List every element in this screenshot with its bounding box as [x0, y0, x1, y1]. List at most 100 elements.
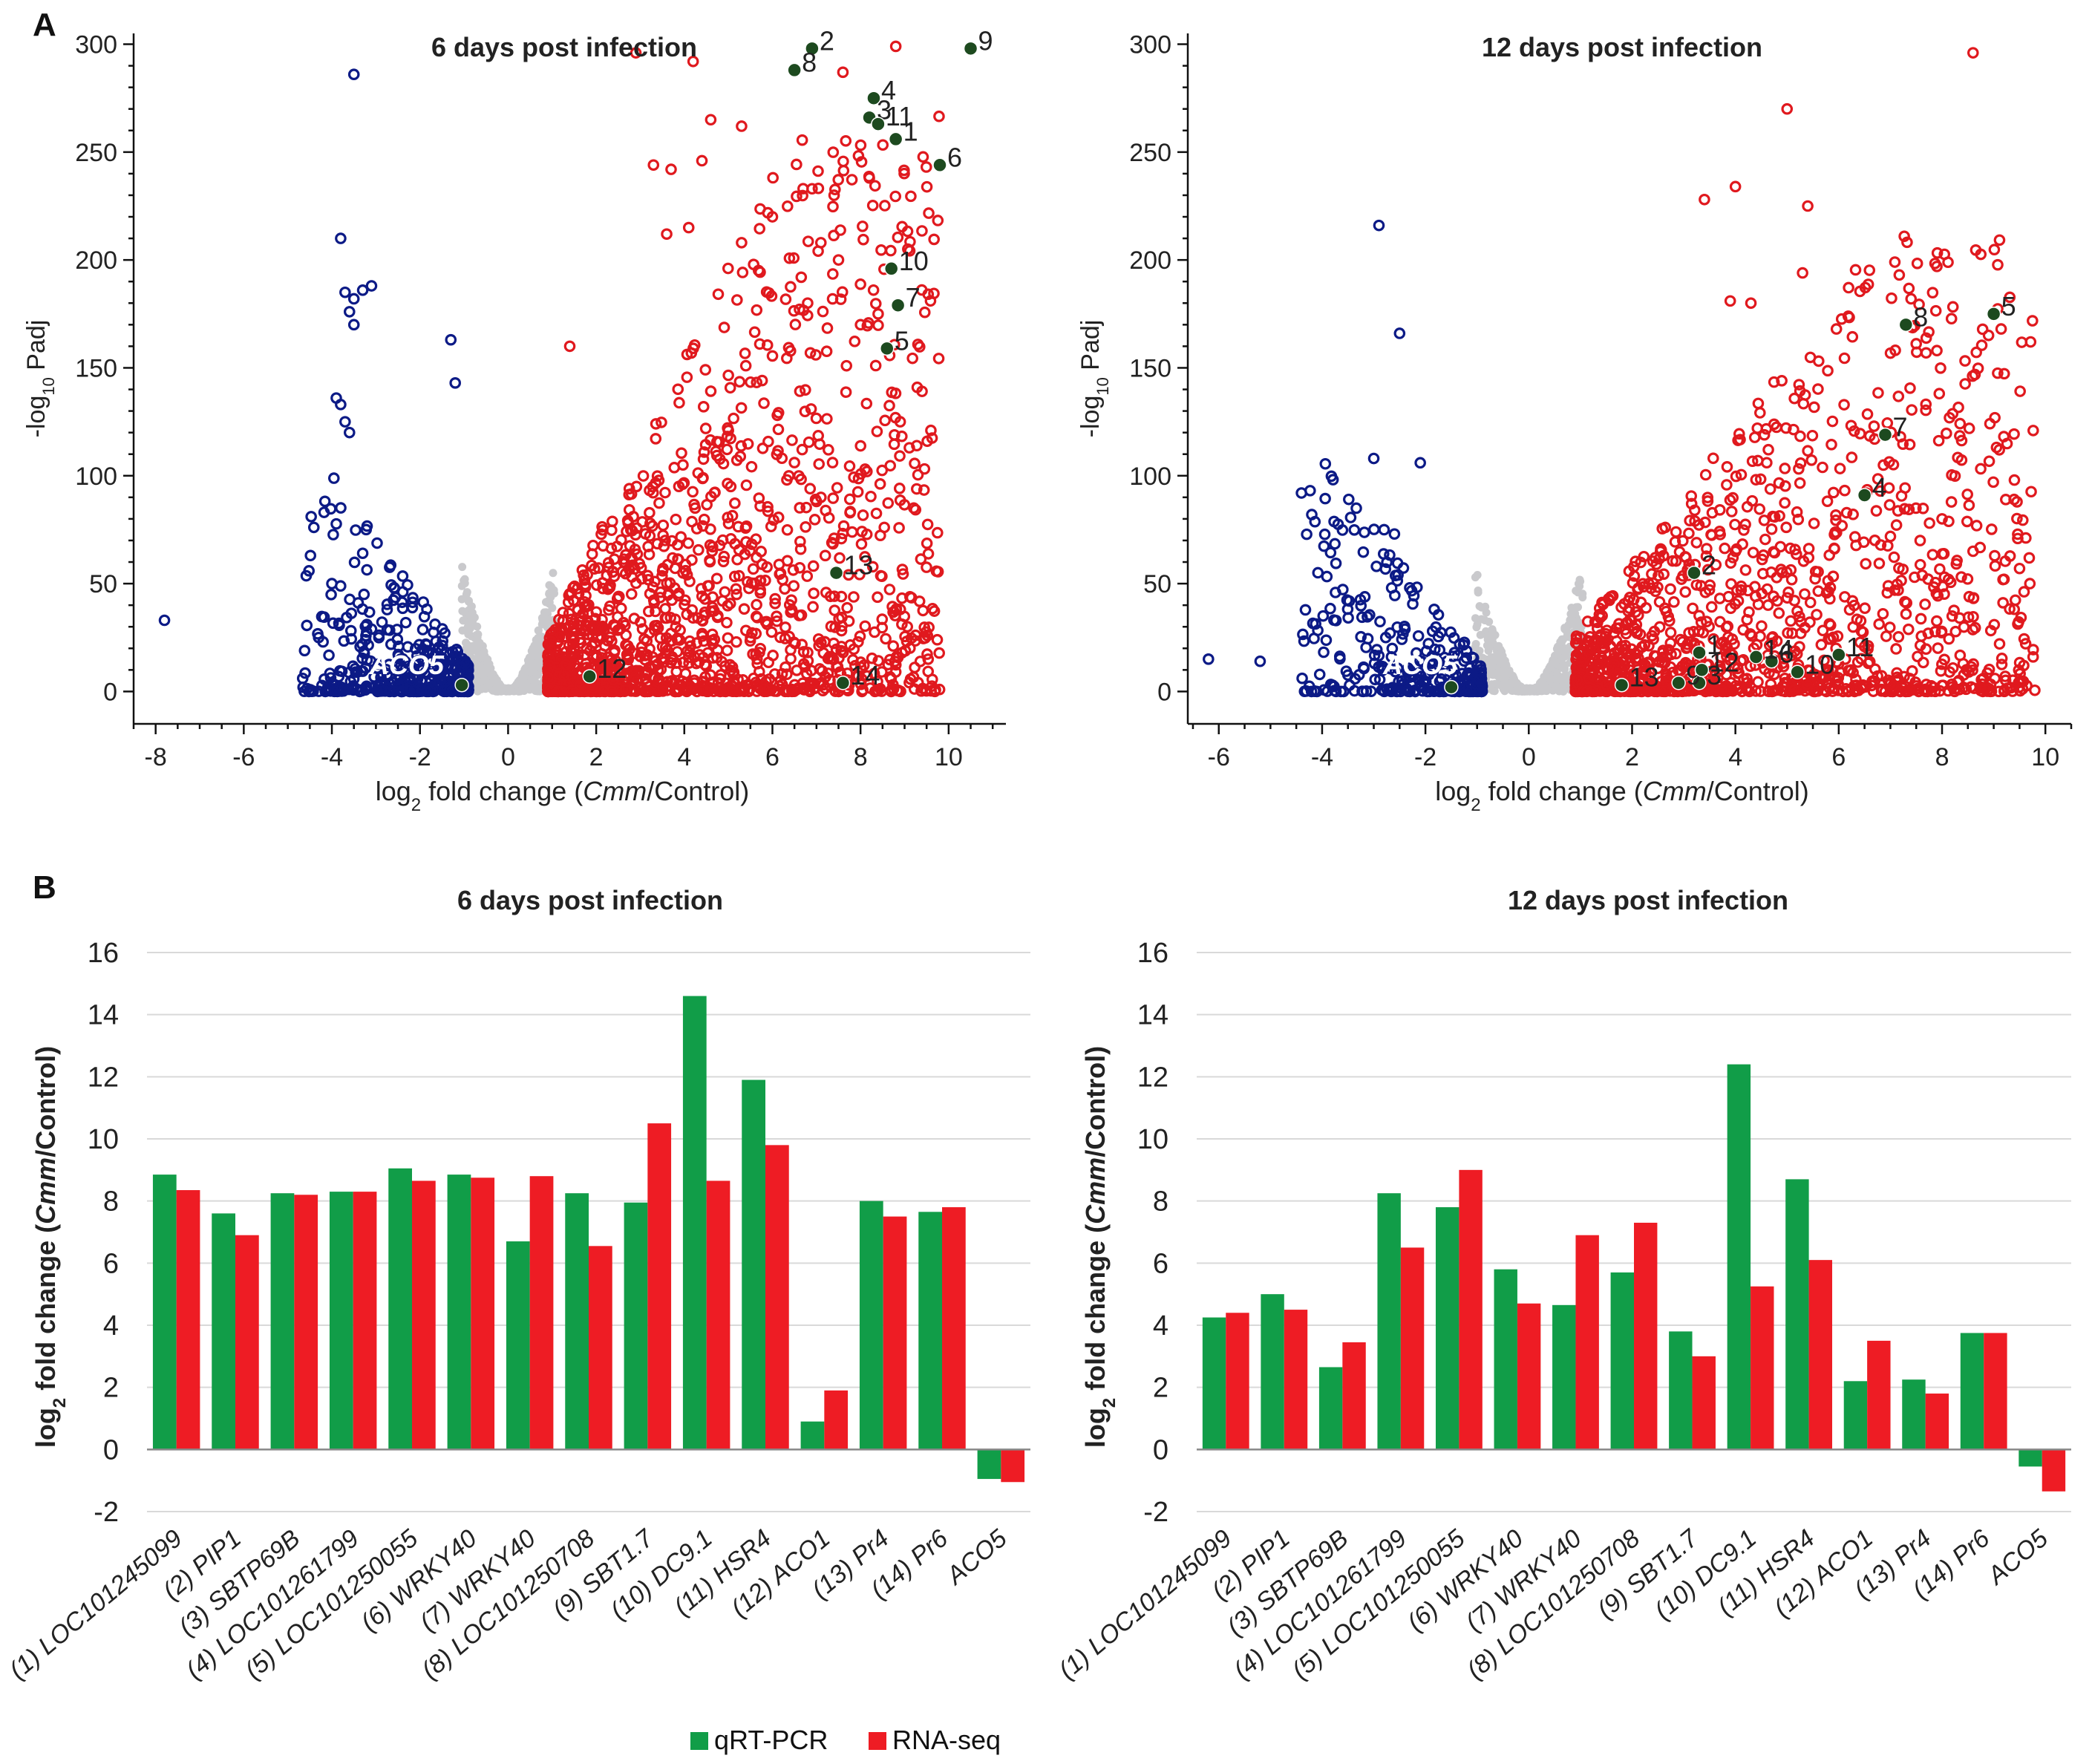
- up-point: [700, 660, 713, 672]
- up-point: [814, 663, 826, 675]
- up-point: [699, 364, 712, 376]
- ns-point: [1553, 642, 1562, 651]
- highlight-label: 5: [2001, 291, 2016, 321]
- ns-point: [1546, 662, 1555, 670]
- up-point: [843, 569, 854, 581]
- up-point: [829, 183, 841, 196]
- up-point: [860, 397, 873, 410]
- x-tick-label: 4: [1728, 743, 1742, 771]
- up-point: [745, 376, 756, 388]
- y-tick-label: 14: [88, 1000, 119, 1031]
- up-point: [754, 647, 765, 659]
- highlight-point: [787, 62, 802, 78]
- down-point: [381, 624, 393, 636]
- up-point: [705, 385, 717, 397]
- bar: [824, 1390, 849, 1450]
- down-point: [356, 547, 369, 560]
- up-point: [745, 538, 758, 550]
- up-point: [768, 514, 779, 526]
- down-point: [330, 517, 342, 530]
- highlight-point: [866, 91, 881, 105]
- panel-label-b: B: [33, 869, 56, 906]
- y-tick-label: 250: [1129, 139, 1171, 167]
- up-point: [884, 460, 897, 472]
- up-point: [854, 656, 867, 668]
- ns-point: [518, 682, 527, 690]
- up-point: [772, 423, 785, 436]
- up-point: [805, 403, 817, 415]
- up-point: [605, 542, 618, 555]
- down-point: [335, 502, 347, 514]
- down-point: [299, 667, 311, 679]
- bar: [565, 1193, 589, 1450]
- up-point: [925, 424, 937, 437]
- up-point: [742, 575, 754, 588]
- up-point: [643, 549, 656, 561]
- up-point: [857, 220, 869, 232]
- down-point: [333, 617, 345, 630]
- up-point: [739, 359, 752, 372]
- y-tick-label: 100: [1129, 463, 1171, 491]
- bar: [412, 1180, 436, 1450]
- up-point: [673, 396, 685, 409]
- up-point: [861, 466, 873, 477]
- up-point: [918, 484, 930, 496]
- up-point: [686, 515, 698, 528]
- up-point: [811, 495, 823, 508]
- down-point: [454, 665, 465, 678]
- up-point: [883, 399, 895, 412]
- down-point: [343, 426, 356, 439]
- up-point: [916, 225, 928, 237]
- up-point: [807, 601, 819, 613]
- up-point: [771, 409, 783, 422]
- up-point: [915, 284, 928, 296]
- up-point: [889, 428, 900, 441]
- gene-label-aco5: ACO5: [369, 650, 445, 680]
- ns-point: [1561, 670, 1570, 679]
- up-point: [785, 653, 797, 665]
- x-tick-label: -8: [145, 743, 167, 771]
- down-point: [439, 676, 451, 688]
- up-point: [892, 231, 904, 244]
- up-point: [710, 436, 723, 448]
- up-point: [728, 412, 739, 425]
- y-tick-label: 4: [103, 1310, 119, 1342]
- up-point: [730, 588, 743, 601]
- down-point: [462, 660, 474, 672]
- up-point: [794, 543, 807, 555]
- up-point: [840, 386, 852, 398]
- up-point: [848, 591, 860, 603]
- highlight-point: [454, 677, 469, 693]
- down-point: [446, 646, 459, 658]
- highlight-label: 2: [820, 25, 834, 56]
- down-point: [396, 685, 408, 697]
- up-point: [837, 165, 850, 177]
- up-point: [762, 500, 774, 513]
- down-point: [437, 663, 449, 676]
- ns-points: [457, 563, 559, 696]
- highlight-label: 10: [899, 246, 929, 276]
- up-point: [824, 590, 837, 603]
- up-point: [781, 523, 794, 536]
- up-point: [684, 635, 696, 647]
- down-point: [445, 333, 457, 346]
- up-point: [786, 434, 798, 446]
- down-point: [350, 524, 362, 536]
- up-point: [887, 640, 900, 652]
- y-tick-label: 50: [89, 570, 117, 598]
- up-point: [915, 553, 927, 565]
- down-point: [343, 306, 356, 318]
- bar: [235, 1235, 259, 1450]
- down-point: [379, 685, 391, 697]
- up-point: [580, 589, 592, 602]
- up-point: [697, 401, 710, 413]
- up-point: [642, 605, 655, 618]
- up-point: [767, 650, 779, 662]
- up-point: [841, 601, 853, 614]
- up-point: [914, 656, 926, 667]
- up-point: [634, 650, 647, 662]
- bar: [765, 1145, 789, 1450]
- ns-point: [1486, 654, 1495, 663]
- up-point: [855, 538, 868, 550]
